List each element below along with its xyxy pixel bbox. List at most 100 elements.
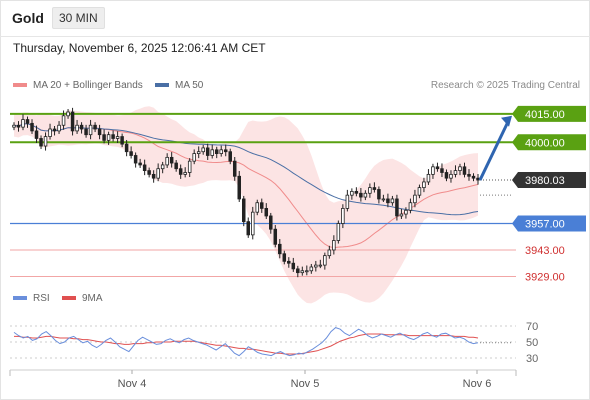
forecast-arrow-head <box>501 115 512 127</box>
candle-body <box>413 194 417 204</box>
candle-body <box>129 151 133 156</box>
x-tick-label: Nov 6 <box>463 378 492 390</box>
candle-body <box>444 172 449 179</box>
candle-body <box>52 128 57 132</box>
x-tick-label: Nov 4 <box>118 378 147 390</box>
legend-ma50: MA 50 <box>155 80 203 91</box>
candle-body <box>381 198 386 201</box>
candle-body <box>260 202 264 209</box>
level-label-0: 4015.00 <box>525 109 565 121</box>
candle-body <box>97 128 102 136</box>
rsi-ma-label: 9MA <box>82 293 103 304</box>
candle-body <box>84 128 88 136</box>
rsi-swatch <box>13 296 27 301</box>
candle-body <box>440 168 444 173</box>
candle-body <box>228 151 232 162</box>
candle-body <box>165 156 169 166</box>
legend-ma20-bollinger: MA 20 + Bollinger Bands <box>13 80 143 91</box>
candle-body <box>174 162 178 170</box>
candle-body <box>183 172 187 175</box>
candle-body <box>314 264 318 268</box>
candle-body <box>79 124 84 130</box>
candle-body <box>192 153 196 162</box>
candle-body <box>106 134 111 141</box>
candle-body <box>273 228 278 245</box>
candle-body <box>435 166 440 170</box>
candle-body <box>25 119 30 124</box>
candle-body <box>61 115 66 126</box>
candle-body <box>43 136 48 147</box>
candle-body <box>332 240 336 251</box>
candle-body <box>467 173 471 177</box>
rsi-level-label-70: 70 <box>526 321 538 333</box>
candle-body <box>395 198 399 217</box>
bollinger-band-fill <box>14 106 478 304</box>
candle-body <box>246 221 251 236</box>
candle-body <box>39 138 43 147</box>
candle-body <box>75 124 79 132</box>
candle-body <box>102 134 106 141</box>
ma50-label: MA 50 <box>175 80 204 91</box>
candle-body <box>300 270 305 274</box>
candle-body <box>309 266 314 272</box>
candle-body <box>336 223 341 241</box>
rsi-line <box>13 327 479 357</box>
level-label-5: 3929.00 <box>525 271 565 283</box>
rsi-level-label-30: 30 <box>526 353 538 365</box>
forecast-arrow-line <box>478 121 510 181</box>
candle-body <box>368 187 372 194</box>
candle-body <box>296 268 300 274</box>
candle-body <box>251 211 255 236</box>
candle-body <box>48 128 52 137</box>
candle-body <box>111 134 115 139</box>
candle-body <box>471 175 476 179</box>
level-badge-0 <box>512 105 586 122</box>
candle-body <box>399 213 404 217</box>
candle-body <box>66 111 70 117</box>
instrument-title: Gold <box>12 10 44 26</box>
timeframe-button[interactable]: 30 MIN <box>52 7 105 29</box>
candle-body <box>408 202 413 211</box>
candle-body <box>458 166 462 172</box>
legend-rsi: RSI <box>13 293 50 304</box>
candle-body <box>205 147 210 156</box>
candle-body <box>12 124 16 128</box>
rsi-label: RSI <box>33 293 50 304</box>
candle-body <box>16 124 21 128</box>
level-badge-2 <box>512 171 586 188</box>
candle-body <box>30 122 34 132</box>
candle-body <box>120 136 124 145</box>
candle-body <box>232 160 237 177</box>
candle-body <box>282 253 287 262</box>
level-label-1: 4000.00 <box>525 137 565 149</box>
level-badge-3 <box>512 215 586 232</box>
candle-body <box>214 149 219 154</box>
candle-body <box>142 164 147 171</box>
chart-datetime: Thursday, November 6, 2025 12:06:41 AM C… <box>13 41 266 55</box>
candle-body <box>278 243 282 255</box>
candle-body <box>372 187 377 190</box>
candle-body <box>151 173 156 179</box>
candle-body <box>210 149 214 156</box>
level-badge-1 <box>512 134 586 151</box>
candle-body <box>291 262 296 270</box>
candle-body <box>431 166 435 175</box>
candle-body <box>138 162 142 166</box>
level-label-4: 3943.00 <box>525 245 565 257</box>
candle-body <box>88 124 93 136</box>
candle-body <box>160 164 165 170</box>
candle-body <box>223 149 228 153</box>
candle-body <box>305 270 309 273</box>
candle-body <box>219 149 223 154</box>
level-label-3: 3957.00 <box>525 219 565 231</box>
candle-body <box>318 264 323 267</box>
candle-body <box>345 194 350 209</box>
x-tick-label: Nov 5 <box>291 378 320 390</box>
ma20-swatch <box>13 83 27 88</box>
candle-body <box>115 136 120 139</box>
candle-body <box>341 207 345 224</box>
candle-body <box>377 189 381 200</box>
candle-body <box>449 173 453 179</box>
candle-body <box>404 209 408 215</box>
